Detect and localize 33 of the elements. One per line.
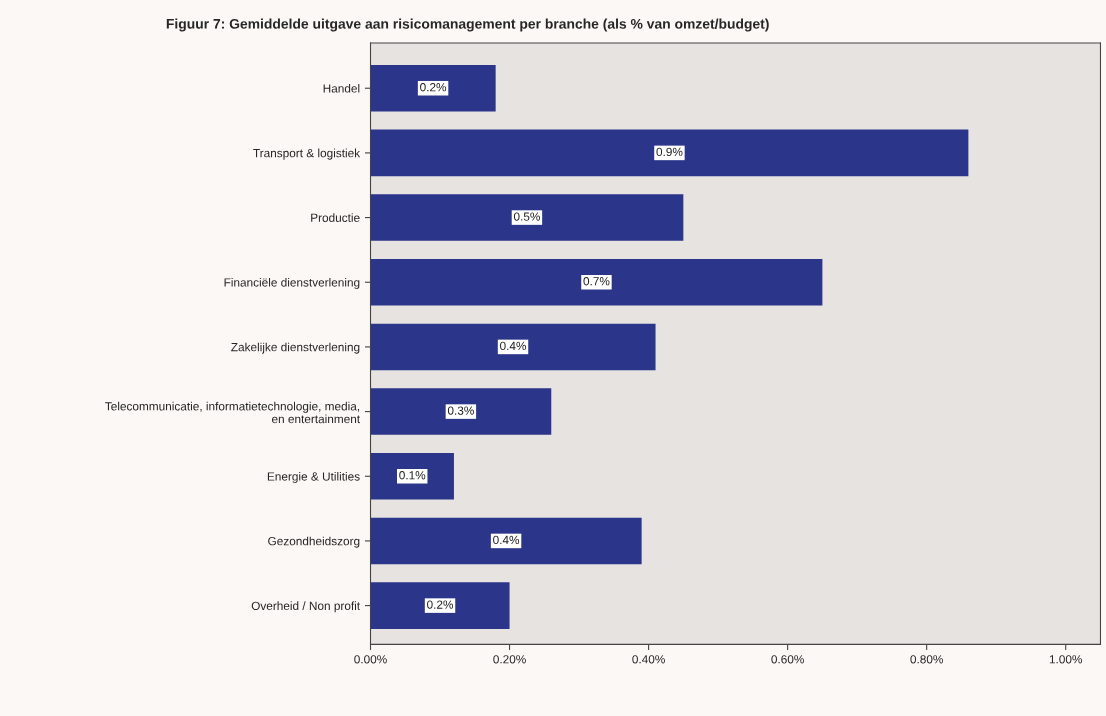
data-label: 0.9%: [656, 147, 683, 157]
bar: [370, 582, 510, 629]
bar: [370, 258, 823, 306]
y-tick-label: Zakelijke dienstverlening: [231, 342, 360, 354]
data-label: 0.7%: [583, 277, 610, 286]
x-tick-label: 0.40%: [632, 655, 665, 664]
y-tick-label: Telecommunicatie, informatietechnologie, media, en entertainment: [105, 401, 361, 424]
data-label: 0.4%: [500, 341, 527, 351]
bar: [370, 64, 496, 112]
bar: [370, 194, 684, 241]
chart-title: Figuur 7: Gemiddelde uitgave aan risicomanagement per branche (als % van omzet/budget): [166, 18, 769, 32]
y-tick-label: Energie & Utilities: [267, 471, 360, 483]
bar: [370, 129, 969, 177]
y-tick-label: Transport & logistiek: [253, 148, 361, 160]
x-tick-label: 0.60%: [771, 655, 804, 664]
x-tick-label: 0.20%: [493, 655, 526, 664]
y-tick-label: Gezondheidszorg: [268, 536, 360, 548]
bar: [370, 388, 552, 435]
y-tick-label: Financiële dienstverlening: [224, 277, 360, 289]
y-tick-label: Handel: [323, 83, 360, 93]
data-label: 0.2%: [420, 83, 447, 92]
data-label: 0.5%: [513, 212, 540, 221]
x-tick-label: 0.80%: [910, 655, 943, 664]
bar: [370, 517, 642, 565]
x-tick-label: 1.00%: [1049, 655, 1083, 664]
data-label: 0.3%: [447, 406, 474, 415]
data-label: 0.2%: [427, 600, 454, 609]
data-label: 0.1%: [399, 471, 426, 480]
x-tick-label: 0.00%: [354, 655, 387, 664]
y-tick-label: Overheid / Non profit: [251, 601, 361, 613]
y-tick-label: Productie: [311, 213, 360, 222]
bar: [370, 323, 656, 371]
data-label: 0.4%: [493, 535, 520, 545]
